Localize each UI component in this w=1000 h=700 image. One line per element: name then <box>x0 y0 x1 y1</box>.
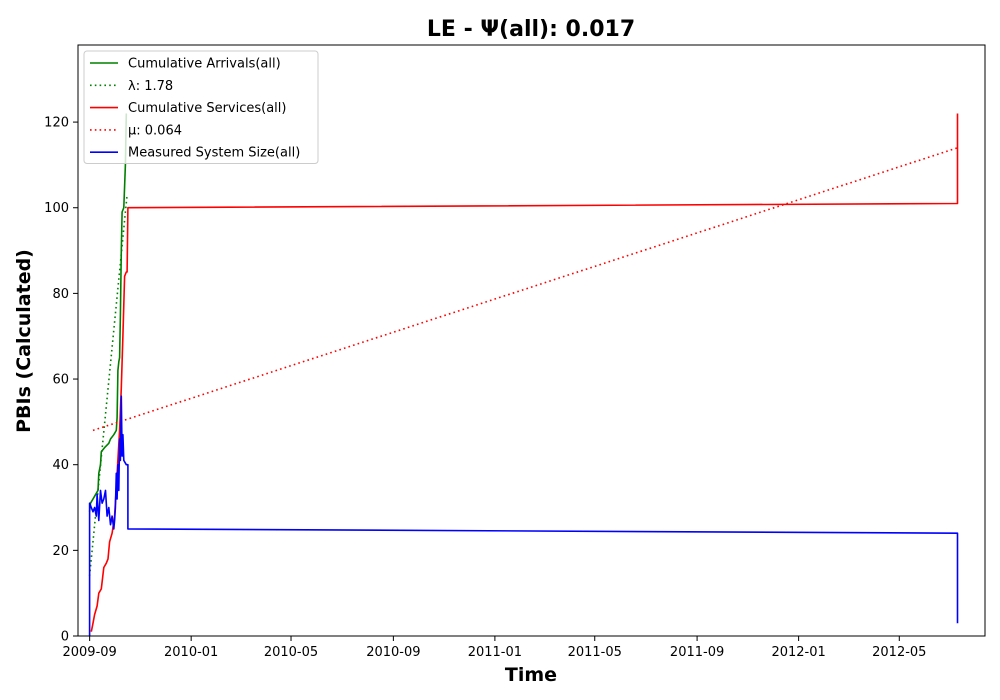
legend-label-4: Measured System Size(all) <box>128 146 300 161</box>
series-line-2-cumulative-services-all <box>91 114 957 632</box>
y-axis: 0 20 40 60 80 100 120 <box>44 116 78 645</box>
y-tick-label: 20 <box>52 544 69 559</box>
chart-title: LE - Ψ(all): 0.017 <box>427 17 635 42</box>
legend-label-1: λ: 1.78 <box>128 79 173 94</box>
legend: Cumulative Arrivals(all) λ: 1.78 Cumulativ… <box>84 51 318 164</box>
x-tick-label: 2011-09 <box>670 645 724 660</box>
y-tick-label: 120 <box>44 116 69 131</box>
x-axis-label: Time <box>505 664 557 686</box>
x-tick-label: 2010-09 <box>366 645 420 660</box>
x-tick-label: 2010-01 <box>164 645 218 660</box>
legend-label-2: Cumulative Services(all) <box>128 101 286 116</box>
y-tick-label: 0 <box>61 630 69 645</box>
x-tick-label: 2011-05 <box>568 645 622 660</box>
x-tick-label: 2010-05 <box>264 645 318 660</box>
y-axis-label: PBIs (Calculated) <box>13 249 35 433</box>
x-tick-label: 2009-09 <box>62 645 116 660</box>
series-line-4-measured-system-size-all <box>90 396 958 636</box>
legend-label-0: Cumulative Arrivals(all) <box>128 57 281 72</box>
x-axis: 2009-09 2010-01 2010-05 2010-09 2011-01 2011-… <box>62 636 926 660</box>
legend-label-3: μ: 0.064 <box>128 123 182 138</box>
x-tick-label: 2012-01 <box>771 645 825 660</box>
series-line-3-0-064 <box>93 148 958 431</box>
y-tick-label: 40 <box>52 458 69 473</box>
y-tick-label: 80 <box>52 287 69 302</box>
x-tick-label: 2011-01 <box>468 645 522 660</box>
x-tick-label: 2012-05 <box>872 645 926 660</box>
y-tick-label: 60 <box>52 373 69 388</box>
plot-area <box>90 114 958 637</box>
y-tick-label: 100 <box>44 201 69 216</box>
